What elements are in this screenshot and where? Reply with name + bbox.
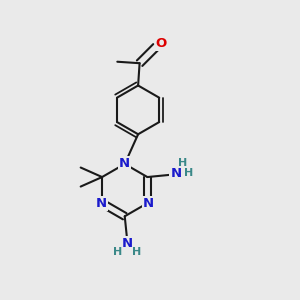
Text: N: N — [96, 197, 107, 210]
Text: N: N — [170, 167, 182, 180]
Text: N: N — [143, 197, 154, 210]
Text: H: H — [184, 168, 194, 178]
Text: N: N — [119, 157, 130, 169]
Text: O: O — [156, 37, 167, 50]
Text: H: H — [113, 247, 122, 257]
Text: H: H — [132, 247, 141, 257]
Text: N: N — [122, 236, 133, 250]
Text: H: H — [178, 158, 188, 168]
